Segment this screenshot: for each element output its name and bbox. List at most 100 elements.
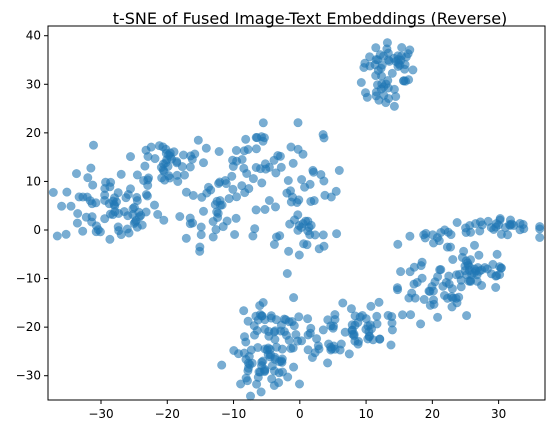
scatter-point [475,226,485,236]
scatter-point [214,178,224,189]
scatter-point [196,230,206,240]
scatter-point [141,189,151,200]
scatter-point [419,230,429,240]
scatter-point [78,226,88,236]
scatter-point [416,319,426,329]
scatter-point [179,170,190,180]
scatter-point [236,379,246,389]
scatter-point [256,132,267,142]
scatter-point [61,229,71,239]
scatter-point [386,340,396,350]
scatter-point [365,52,375,62]
scatter-point [462,311,472,321]
scatter-point [306,220,316,230]
scatter-point [241,134,251,144]
scatter-point [425,286,435,296]
scatter-point [474,250,484,260]
scatter-point [228,184,238,194]
scatter-point [164,171,174,181]
scatter-point [310,230,320,240]
scatter-point [113,188,123,198]
scatter-point [405,231,415,241]
scatter-point [387,68,397,78]
scatter-point [350,311,360,321]
scatter-point [125,152,136,162]
scatter-point [392,283,402,293]
scatter-point [88,180,98,190]
scatter-point [100,190,110,200]
scatter-point [66,201,76,211]
scatter-point [353,336,364,346]
scatter-point [387,325,397,335]
scatter-point [132,170,142,180]
scatter-point [346,304,356,314]
y-axis: −30 −20 −10 0 10 20 30 40 [16,29,48,383]
scatter-point [228,155,238,165]
scatter-point [159,215,169,225]
scatter-point [362,92,372,102]
scatter-point [306,196,316,206]
scatter-point [433,272,443,282]
scatter-point [447,302,457,312]
scatter-point [518,219,528,229]
scatter-point [149,200,160,210]
scatter-point [258,118,268,128]
scatter-point [298,149,308,159]
y-tick-label: 10 [26,174,41,188]
scatter-point [271,168,281,178]
scatter-point [399,76,409,86]
scatter-point [288,343,298,353]
scatter-point [257,178,267,188]
scatter-point [214,146,224,157]
scatter-point [243,363,253,373]
scatter-point [78,192,88,202]
scatter-point [231,213,241,223]
y-tick-label: 40 [26,29,41,43]
scatter-point [239,163,249,173]
scatter-point [289,293,299,303]
scatter-point [469,240,480,250]
scatter-point [406,310,416,320]
scatter-point [239,332,250,342]
scatter-point [326,321,336,331]
scatter-point [381,98,391,108]
scatter-point [252,379,262,389]
scatter-point [308,165,318,175]
scatter-point [303,314,313,324]
scatter-point [491,219,501,229]
scatter-point [185,162,195,172]
scatter-point [215,195,225,206]
scatter-point [62,187,72,197]
scatter-point [95,227,105,237]
scatter-point [477,280,487,290]
scatter-point [326,192,336,202]
scatter-point [283,175,293,186]
scatter-point [283,372,293,382]
scatter-point [452,217,462,228]
scatter-point [491,282,501,292]
scatter-point [404,293,414,303]
scatter-point [289,215,300,225]
y-tick-label: −10 [16,272,41,286]
scatter-point [495,262,505,272]
scatter-point [187,154,197,164]
x-tick-label: −30 [88,407,113,421]
scatter-point [213,212,223,223]
scatter-point [87,199,97,209]
scatter-point [188,190,198,200]
scatter-point [131,215,141,225]
scatter-point [260,364,270,374]
scatter-point [340,327,350,337]
scatter-point [245,391,256,401]
x-axis: −30 −20 −10 0 10 20 30 [88,400,506,421]
scatter-point [81,212,91,222]
scatter-point [288,158,298,168]
y-tick-label: 0 [33,223,41,237]
scatter-point [293,336,303,346]
scatter-point [270,202,281,212]
scatter-point [269,155,279,165]
scatter-point [217,360,227,370]
scatter-point [313,341,323,351]
scatter-point [253,342,263,353]
scatter-point [72,218,82,228]
